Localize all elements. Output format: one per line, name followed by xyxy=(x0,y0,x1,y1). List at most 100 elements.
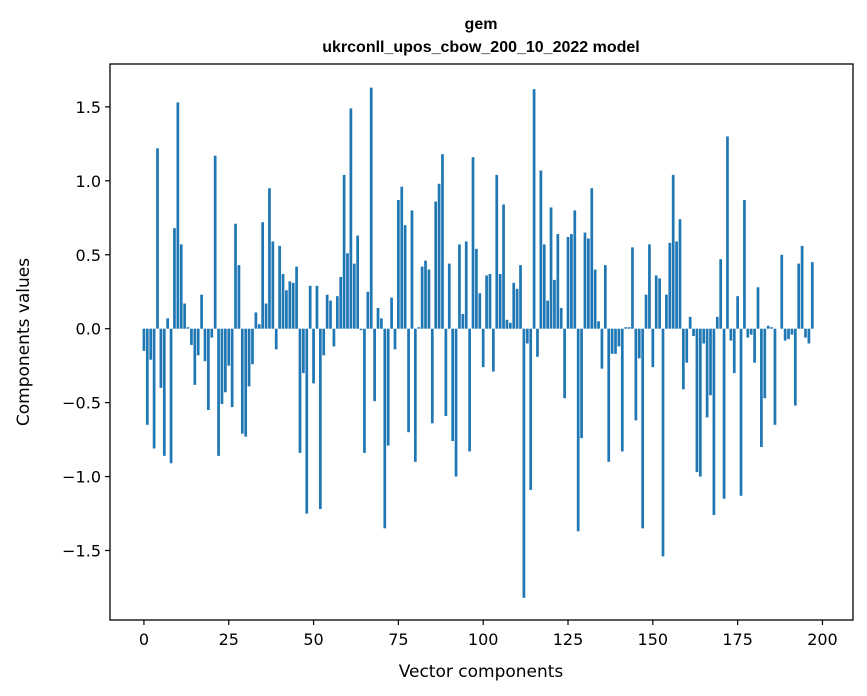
bar-34 xyxy=(257,324,261,329)
bar-154 xyxy=(665,294,668,329)
bar-19 xyxy=(207,328,210,411)
bar-117 xyxy=(539,170,543,329)
bar-138 xyxy=(610,328,614,354)
x-tick-label: 150 xyxy=(638,630,669,649)
bar-176 xyxy=(739,328,743,496)
bar-139 xyxy=(614,328,617,354)
bar-25 xyxy=(227,328,231,366)
bar-56 xyxy=(332,328,336,347)
bar-11 xyxy=(179,244,183,329)
bar-147 xyxy=(641,328,645,529)
bar-83 xyxy=(424,260,427,329)
bar-1 xyxy=(145,328,149,425)
bar-43 xyxy=(288,281,292,329)
y-tick-label: −0.5 xyxy=(62,394,101,413)
bar-169 xyxy=(715,316,719,329)
bar-45 xyxy=(295,266,298,329)
bar-74 xyxy=(393,328,397,350)
bar-71 xyxy=(383,328,387,529)
bar-175 xyxy=(736,296,739,329)
bar-106 xyxy=(502,204,505,329)
bar-163 xyxy=(695,328,699,473)
bar-94 xyxy=(461,313,465,329)
bar-65 xyxy=(363,328,366,453)
bar-18 xyxy=(203,328,207,362)
bar-76 xyxy=(400,186,404,329)
bar-75 xyxy=(397,200,400,329)
bar-185 xyxy=(770,327,773,329)
bar-157 xyxy=(675,241,678,329)
bar-158 xyxy=(678,219,682,329)
bar-162 xyxy=(692,328,695,337)
bar-57 xyxy=(335,296,339,329)
plot-frame xyxy=(109,63,854,621)
x-tick-label: 175 xyxy=(722,630,753,649)
bar-171 xyxy=(722,328,726,499)
bar-113 xyxy=(525,328,529,344)
bar-40 xyxy=(278,245,281,329)
bar-29 xyxy=(240,328,244,434)
bar-114 xyxy=(529,328,533,490)
bar-6 xyxy=(162,328,166,456)
bar-164 xyxy=(698,328,702,477)
bar-197 xyxy=(810,262,814,329)
bar-24 xyxy=(223,328,227,393)
bar-144 xyxy=(631,247,634,329)
bar-125 xyxy=(566,237,570,329)
bar-111 xyxy=(519,265,522,329)
bar-112 xyxy=(522,328,526,598)
chart-title-line-2: ukrconll_upos_cbow_200_10_2022 model xyxy=(322,39,639,56)
bar-132 xyxy=(590,188,594,329)
bar-12 xyxy=(183,303,186,329)
bar-170 xyxy=(719,259,723,329)
bar-179 xyxy=(749,328,753,335)
bar-121 xyxy=(553,279,556,329)
bar-8 xyxy=(169,328,173,464)
bar-37 xyxy=(268,188,271,329)
bar-9 xyxy=(173,228,176,329)
bars-group xyxy=(142,87,814,598)
bar-39 xyxy=(274,328,278,350)
bar-0 xyxy=(142,328,146,351)
bar-108 xyxy=(508,322,512,329)
bar-141 xyxy=(620,328,624,452)
bar-145 xyxy=(634,328,638,421)
bar-55 xyxy=(329,300,332,329)
y-tick-label: −1.5 xyxy=(62,542,101,561)
bar-27 xyxy=(234,223,237,329)
bar-181 xyxy=(756,287,760,329)
bar-155 xyxy=(668,242,672,329)
bar-28 xyxy=(237,265,241,329)
bar-120 xyxy=(549,207,553,329)
bar-80 xyxy=(413,328,417,462)
bar-183 xyxy=(763,328,767,399)
bar-17 xyxy=(200,294,203,329)
y-tick-label: 1.0 xyxy=(76,172,101,191)
x-tick-label: 0 xyxy=(139,630,149,649)
bar-91 xyxy=(451,328,455,442)
bar-174 xyxy=(732,328,736,374)
bar-21 xyxy=(213,155,217,329)
bar-126 xyxy=(570,234,573,329)
bar-14 xyxy=(190,328,193,345)
bar-69 xyxy=(376,307,380,329)
bar-109 xyxy=(512,282,516,329)
bar-67 xyxy=(369,87,373,329)
bar-26 xyxy=(230,328,234,408)
bar-41 xyxy=(281,273,285,329)
bar-2 xyxy=(149,328,153,360)
bar-38 xyxy=(271,241,275,329)
bar-103 xyxy=(492,328,495,372)
bar-68 xyxy=(373,328,376,402)
bar-191 xyxy=(790,328,794,335)
bar-196 xyxy=(807,328,811,344)
bar-134 xyxy=(597,321,600,329)
bar-133 xyxy=(593,269,597,329)
bar-131 xyxy=(587,238,590,329)
bar-54 xyxy=(325,294,329,329)
bar-105 xyxy=(498,273,502,329)
bar-143 xyxy=(627,327,631,329)
bar-95 xyxy=(464,241,468,329)
bar-30 xyxy=(244,328,248,437)
bar-136 xyxy=(603,265,607,329)
